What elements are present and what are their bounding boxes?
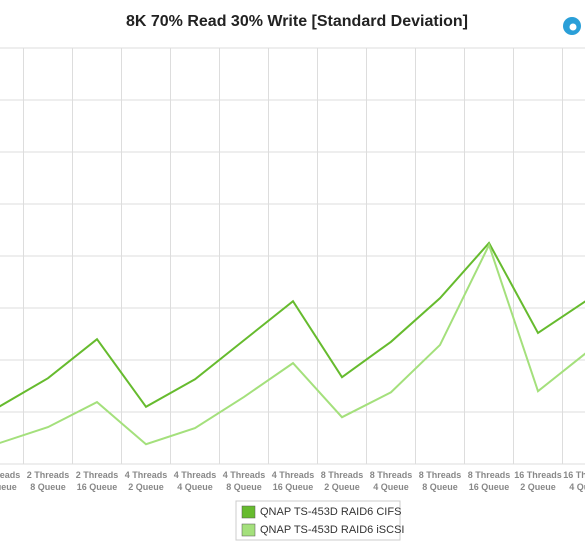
x-tick-line: 16 Threads: [563, 470, 585, 480]
x-tick-label: 4 Threads 4 Queue: [174, 470, 217, 492]
x-tick-line: 8 Threads: [321, 470, 364, 480]
x-tick-label: 4 Threads 2 Queue: [125, 470, 168, 492]
icon: [563, 17, 581, 35]
x-tick-label: 8 Threads 4 Queue: [370, 470, 413, 492]
x-tick-line: 16 Queue: [469, 482, 510, 492]
x-tick-line: 8 Queue: [226, 482, 262, 492]
x-tick-line: 2 Threads: [76, 470, 119, 480]
chart-title: 8K 70% Read 30% Write [Standard Deviatio…: [126, 13, 468, 30]
x-tick-label: 16 Threads 4 Queue: [563, 470, 585, 492]
x-tick-label: 2 Threads 8 Queue: [27, 470, 70, 492]
x-tick-line: 2 Threads: [27, 470, 70, 480]
x-tick-line: 8 Threads: [468, 470, 511, 480]
x-tick-line: 2 Threads: [0, 470, 20, 480]
x-tick-label: 2 Threads 4 Queue: [0, 470, 20, 492]
x-tick-line: 8 Threads: [419, 470, 462, 480]
x-tick-line: 4 Threads: [223, 470, 266, 480]
legend-swatch: [241, 523, 256, 537]
x-tick-line: 8 Threads: [370, 470, 413, 480]
x-tick-label: 8 Threads 2 Queue: [321, 470, 364, 492]
x-tick-label: 2 Threads 16 Queue: [76, 470, 119, 492]
x-tick-line: 4 Queue: [177, 482, 213, 492]
x-tick-label: 4 Threads 16 Queue: [272, 470, 315, 492]
x-tick-line: 2 Queue: [324, 482, 360, 492]
x-tick-line: 2 Queue: [520, 482, 556, 492]
x-tick-line: 4 Threads: [272, 470, 315, 480]
x-tick-label: 8 Threads 16 Queue: [468, 470, 511, 492]
series-line: [0, 242, 585, 446]
legend-label: QNAP TS-453D RAID6 iSCSI: [260, 524, 404, 536]
x-tick-line: 8 Queue: [30, 482, 66, 492]
x-tick-line: 16 Queue: [273, 482, 314, 492]
x-tick-line: 4 Queue: [0, 482, 17, 492]
legend-box: [235, 500, 401, 541]
x-tick-line: 16 Queue: [77, 482, 118, 492]
x-tick-label: 4 Threads 8 Queue: [223, 470, 266, 492]
legend-label: QNAP TS-453D RAID6 CIFS: [260, 506, 401, 518]
x-tick-line: 16 Threads: [514, 470, 562, 480]
x-tick-line: 4 Queue: [373, 482, 409, 492]
x-tick-line: 8 Queue: [422, 482, 458, 492]
x-tick-label: 8 Threads 8 Queue: [419, 470, 462, 492]
x-tick-line: 2 Queue: [128, 482, 164, 492]
x-tick-line: 4 Queue: [569, 482, 585, 492]
x-tick-label: 16 Threads 2 Queue: [514, 470, 562, 492]
legend-swatch: [241, 505, 256, 519]
x-tick-line: 4 Threads: [174, 470, 217, 480]
x-tick-line: 4 Threads: [125, 470, 168, 480]
